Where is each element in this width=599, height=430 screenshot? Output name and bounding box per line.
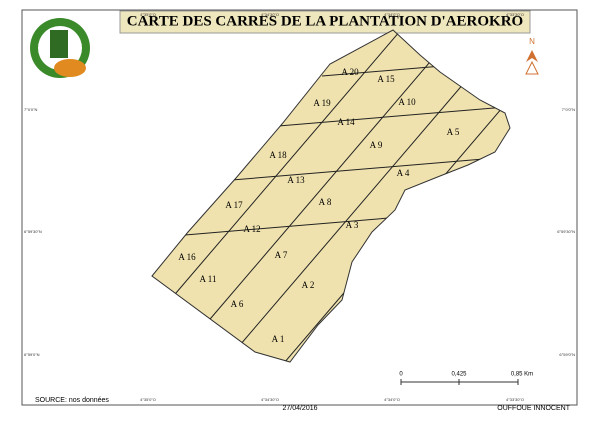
grid-line — [204, 30, 466, 326]
plot-label: A 15 — [377, 74, 395, 84]
author: OUFFOUE INNOCENT — [497, 405, 570, 412]
grid-line — [239, 40, 501, 346]
north-label: N — [529, 37, 535, 46]
plot-label: A 11 — [200, 274, 217, 284]
grid-line — [169, 30, 431, 301]
coord-label: 4°33'30"O — [506, 12, 524, 17]
plot-label: A 10 — [398, 97, 416, 107]
coord-label: 7°0'0"N — [562, 107, 575, 112]
plot-label: A 19 — [313, 98, 331, 108]
plot-label: A 17 — [225, 200, 243, 210]
plot-label: A 2 — [302, 280, 315, 290]
plot-label: A 13 — [287, 175, 305, 185]
grid-line — [277, 100, 510, 127]
logo — [30, 18, 90, 78]
coord-label: 4°35'0"O — [140, 12, 156, 17]
title: CARTE DES CARRES DE LA PLANTATION D'AERO… — [127, 13, 523, 29]
coordinates: 4°35'0"O 4°34'30"O 4°34'0"O 4°33'30"O 4°35'0… — [24, 12, 575, 402]
coord-label: 6°59'0"N — [559, 352, 575, 357]
coord-label: 4°33'30"O — [506, 397, 524, 402]
plot-label: A 9 — [370, 140, 383, 150]
coord-label: 6°59'0"N — [24, 352, 40, 357]
plot-label: A 5 — [447, 127, 460, 137]
scale-label: 0,425 — [451, 372, 467, 378]
source: SOURCE: nos données — [35, 397, 109, 404]
title-box — [119, 10, 531, 34]
coord-label: 4°34'30"O — [261, 397, 279, 402]
plot-label: A 8 — [319, 197, 332, 207]
scale-label: 0,85 Km — [511, 372, 533, 378]
frame — [21, 9, 578, 406]
coord-label: 6°59'30"N — [557, 229, 575, 234]
coord-label: 7°0'0"N — [24, 107, 37, 112]
plantation — [151, 29, 511, 363]
plot-label: A 16 — [178, 252, 196, 262]
scale-bar: 0 0,425 0,85 Km — [399, 372, 533, 385]
plot-label: A 20 — [341, 67, 359, 77]
coord-label: 4°34'30"O — [261, 12, 279, 17]
plot-label: A 6 — [231, 299, 244, 309]
coord-label: 4°34'0"O — [384, 12, 400, 17]
plot-label: A 12 — [243, 224, 260, 234]
plot-label: A 18 — [269, 150, 287, 160]
coord-label: 4°35'0"O — [140, 397, 156, 402]
plot-label: A 14 — [337, 117, 355, 127]
scale-label: 0 — [399, 372, 403, 378]
plot-label: A 3 — [346, 220, 359, 230]
plot-labels: A 1 A 2 A 3 A 4 A 5 A 6 A 7 A 8 A 9 A 10 A 11 A 12 A… — [178, 67, 460, 344]
coord-label: 6°59'30"N — [24, 229, 42, 234]
plot-label: A 4 — [397, 168, 410, 178]
plot-label: A 7 — [275, 250, 288, 260]
north-arrow: N — [525, 37, 539, 75]
coord-label: 4°34'0"O — [384, 397, 400, 402]
date: 27/04/2016 — [282, 405, 317, 412]
plot-label: A 1 — [272, 334, 285, 344]
